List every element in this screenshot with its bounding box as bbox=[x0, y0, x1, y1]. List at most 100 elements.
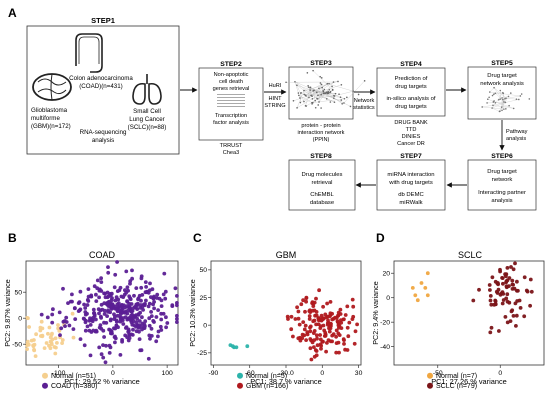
step4-line-1: Prediction of bbox=[395, 76, 428, 82]
data-point bbox=[321, 323, 326, 328]
data-point bbox=[331, 332, 336, 336]
colon-label: Colon adenocarcinoma bbox=[69, 75, 133, 82]
data-point bbox=[121, 322, 126, 326]
data-point bbox=[353, 329, 358, 334]
data-point bbox=[66, 301, 70, 305]
x-tick-label: 0 bbox=[320, 370, 324, 377]
data-point bbox=[144, 285, 149, 289]
data-point bbox=[92, 311, 96, 316]
data-point bbox=[310, 301, 314, 305]
step7-line-1: miRNA interaction bbox=[387, 172, 434, 178]
y-tick-label: -50 bbox=[12, 342, 22, 349]
lung-icon bbox=[132, 74, 162, 105]
data-point bbox=[125, 304, 129, 308]
data-point bbox=[304, 295, 309, 300]
step2-box: STEP2 Non-apoptotic cell death genes ret… bbox=[198, 61, 264, 156]
y-tick-label: 50 bbox=[199, 267, 207, 274]
data-point bbox=[136, 297, 140, 302]
data-point bbox=[159, 304, 164, 308]
data-point bbox=[47, 343, 51, 348]
step2-line-2: cell death bbox=[219, 79, 243, 85]
data-point bbox=[76, 301, 81, 305]
data-point bbox=[159, 317, 164, 322]
data-point bbox=[97, 311, 101, 316]
data-point bbox=[82, 343, 87, 348]
data-point bbox=[334, 328, 339, 333]
step3-title: STEP3 bbox=[310, 60, 332, 67]
data-point bbox=[304, 338, 308, 342]
legend-marker bbox=[427, 372, 433, 379]
data-point bbox=[52, 345, 57, 349]
step2-line-4: Transcription bbox=[215, 113, 247, 119]
data-point bbox=[50, 320, 55, 325]
data-point bbox=[298, 338, 303, 343]
data-point bbox=[501, 281, 505, 286]
step5-line-2: network analysis bbox=[480, 81, 524, 87]
step4-source-4: Cancer DR bbox=[397, 141, 425, 147]
ppin-network-graphic bbox=[285, 69, 366, 109]
y-tick-label: 50 bbox=[14, 290, 22, 297]
data-point bbox=[113, 272, 118, 277]
x-tick-label: 100 bbox=[161, 370, 173, 377]
data-point bbox=[106, 308, 110, 313]
step5-line-1: Drug target bbox=[487, 73, 517, 79]
data-point bbox=[163, 289, 168, 294]
data-point bbox=[312, 338, 317, 342]
data-point bbox=[96, 307, 101, 312]
colon-count: (COAD)(n=431) bbox=[79, 83, 123, 90]
data-point bbox=[305, 332, 310, 337]
data-point bbox=[314, 353, 319, 358]
data-point bbox=[140, 293, 145, 297]
sclc-label-2: Lung Cancer bbox=[129, 116, 164, 123]
y-tick-label: -40 bbox=[380, 344, 390, 351]
x-axis-label: PC1: 38.7 % variance bbox=[250, 377, 321, 386]
sclc-label-3: (SCLC)(n=88) bbox=[128, 124, 167, 131]
data-point bbox=[139, 276, 144, 281]
data-point bbox=[303, 323, 308, 328]
data-point bbox=[88, 323, 93, 327]
data-point bbox=[114, 318, 119, 323]
data-point bbox=[123, 333, 128, 338]
pca-panel-sclc: SCLC -50 0 -40 -20 0 20 PC1: 27.26 % variance PC… bbox=[371, 250, 545, 390]
data-point bbox=[488, 298, 493, 303]
legend-label: COAD (n=380) bbox=[51, 383, 98, 390]
step3-caption-2: interaction network bbox=[298, 130, 345, 136]
data-point bbox=[351, 314, 356, 319]
data-point bbox=[25, 347, 29, 351]
step8-box: STEP8 Drug molecules retrieval ChEMBL da… bbox=[288, 153, 356, 211]
data-point bbox=[99, 280, 104, 284]
data-point bbox=[317, 288, 321, 293]
data-point bbox=[47, 325, 52, 330]
data-point bbox=[50, 312, 55, 317]
plot-frame bbox=[393, 260, 545, 366]
data-point bbox=[119, 308, 124, 313]
data-point bbox=[308, 346, 313, 351]
drug-target-network-graphic bbox=[481, 86, 531, 113]
legend-marker bbox=[237, 372, 243, 379]
data-point bbox=[93, 329, 98, 334]
data-point bbox=[312, 345, 316, 349]
data-point bbox=[413, 293, 418, 298]
data-point bbox=[119, 294, 124, 299]
data-point bbox=[162, 271, 167, 276]
data-point bbox=[314, 313, 319, 318]
data-point bbox=[149, 326, 154, 331]
data-point bbox=[143, 280, 148, 284]
rnaseq-label-2: analysis bbox=[92, 137, 114, 144]
data-point bbox=[53, 351, 58, 356]
data-point bbox=[490, 275, 495, 280]
data-point bbox=[125, 285, 130, 290]
step7-box: STEP7 miRNA interaction with drug target… bbox=[376, 153, 446, 211]
data-point bbox=[88, 318, 93, 322]
y-axis-label: PC2: 9.4% variance bbox=[371, 281, 380, 345]
data-point bbox=[170, 303, 175, 308]
data-point bbox=[175, 303, 179, 308]
data-point bbox=[345, 325, 350, 330]
data-point bbox=[510, 278, 515, 283]
data-point bbox=[50, 337, 55, 342]
data-point bbox=[32, 347, 36, 352]
data-point bbox=[95, 278, 100, 283]
gbm-label-1: Glioblastoma bbox=[31, 107, 68, 114]
data-point bbox=[123, 309, 128, 314]
data-point bbox=[325, 321, 330, 326]
